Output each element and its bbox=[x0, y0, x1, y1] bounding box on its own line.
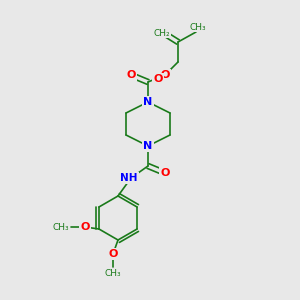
Text: NH: NH bbox=[120, 173, 138, 183]
Text: O: O bbox=[126, 70, 136, 80]
Text: N: N bbox=[143, 141, 153, 151]
Text: O: O bbox=[160, 168, 170, 178]
Text: CH₃: CH₃ bbox=[105, 269, 121, 278]
Text: CH₂: CH₂ bbox=[154, 28, 170, 38]
Text: O: O bbox=[160, 70, 170, 80]
Text: CH₃: CH₃ bbox=[52, 223, 69, 232]
Text: CH₃: CH₃ bbox=[190, 22, 206, 32]
Text: O: O bbox=[108, 249, 118, 259]
Text: O: O bbox=[153, 74, 163, 84]
Text: N: N bbox=[143, 97, 153, 107]
Text: O: O bbox=[80, 222, 90, 232]
